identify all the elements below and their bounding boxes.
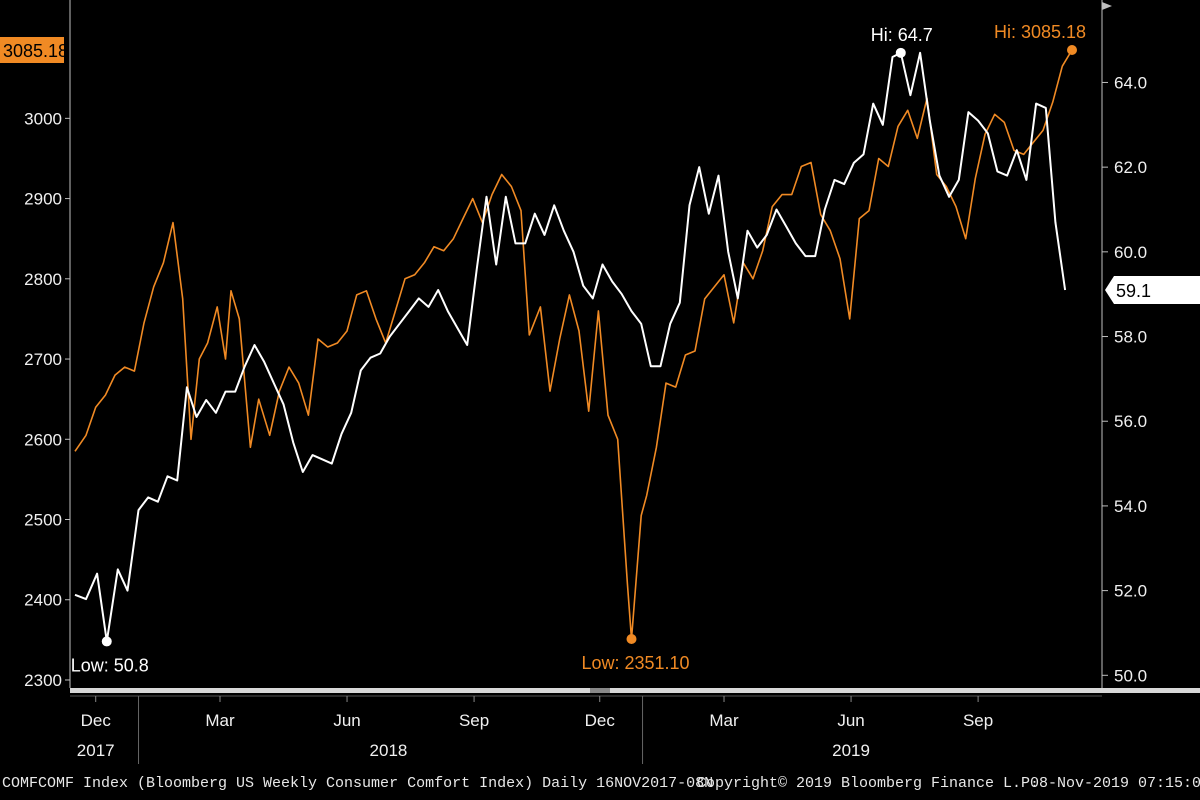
hi-label: Hi: 3085.18	[994, 22, 1086, 42]
low-marker	[101, 636, 112, 647]
x-axis-year-label: 2018	[370, 741, 408, 760]
x-axis-month-label: Dec	[81, 711, 112, 730]
last-value-tag-spx	[0, 36, 64, 63]
left-axis-tick-label: 2900	[24, 190, 62, 209]
left-axis-tick-label: 2600	[24, 430, 62, 449]
x-axis-month-label: Dec	[585, 711, 616, 730]
x-axis-scrollbar-thumb	[590, 688, 610, 693]
x-axis-month-label: Mar	[205, 711, 235, 730]
series-lines	[74, 49, 1073, 643]
left-axis-tick-label: 3000	[24, 109, 62, 128]
x-axis-scrollbar	[70, 688, 1200, 693]
series-line-spx	[74, 49, 1073, 640]
last-value-tag-comfort	[1105, 275, 1200, 304]
dual-axis-line-chart: 2300 2400 2500 2600 2700 2800 2900 3000 50.0 52.…	[0, 0, 1200, 764]
right-axis-tick-label: 62.0	[1114, 158, 1147, 177]
last-value-tags: 3085.18 59.1	[0, 36, 1200, 304]
footer-copyright: Copyright© 2019 Bloomberg Finance L.P.	[697, 775, 1040, 792]
right-axis-tick-label: 56.0	[1114, 412, 1147, 431]
right-axis-tick-label: 64.0	[1114, 73, 1147, 92]
hi-label: Hi: 64.7	[871, 25, 933, 45]
left-axis-tick-label: 2800	[24, 270, 62, 289]
hi-low-markers: Hi: 3085.18 Low: 2351.10 Hi: 64.7 Low: 50.8	[71, 22, 1086, 675]
right-axis-tick-label: 60.0	[1114, 243, 1147, 262]
footer-description: COMFCOMF Index (Bloomberg US Weekly Cons…	[2, 775, 714, 792]
right-axis: 50.0 52.0 54.0 56.0 58.0 60.0 62.0 64.0	[1101, 0, 1147, 688]
x-axis: Dec Mar Jun Sep Dec Mar Jun Sep 2017 2018 2019	[70, 688, 1200, 764]
right-axis-tick-label: 52.0	[1114, 582, 1147, 601]
x-axis-month-label: Jun	[837, 711, 864, 730]
left-axis: 2300 2400 2500 2600 2700 2800 2900 3000	[24, 0, 71, 690]
x-axis-month-label: Jun	[333, 711, 360, 730]
left-axis-tick-label: 2300	[24, 671, 62, 690]
x-axis-month-label: Mar	[709, 711, 739, 730]
right-axis-tick-label: 50.0	[1114, 666, 1147, 685]
low-label: Low: 50.8	[71, 655, 149, 675]
hi-marker	[895, 47, 906, 58]
right-axis-tick-label: 54.0	[1114, 497, 1147, 516]
footer-timestamp: 08-Nov-2019 07:15:09	[1030, 775, 1200, 792]
x-axis-month-label: Sep	[459, 711, 489, 730]
x-axis-year-label: 2019	[832, 741, 870, 760]
x-axis-month-label: Sep	[963, 711, 993, 730]
last-value-tag-comfort-label: 59.1	[1116, 281, 1151, 301]
low-label: Low: 2351.10	[581, 653, 689, 673]
chart-footer: COMFCOMF Index (Bloomberg US Weekly Cons…	[0, 768, 1200, 800]
low-marker	[626, 633, 637, 644]
left-axis-tick-label: 2700	[24, 350, 62, 369]
right-axis-arrow	[1102, 2, 1112, 10]
hi-marker	[1067, 44, 1077, 55]
last-value-tag-spx-label: 3085.18	[3, 41, 68, 61]
left-axis-tick-label: 2400	[24, 591, 62, 610]
x-axis-year-label: 2017	[77, 741, 115, 760]
right-axis-tick-label: 58.0	[1114, 328, 1147, 347]
left-axis-tick-label: 2500	[24, 511, 62, 530]
